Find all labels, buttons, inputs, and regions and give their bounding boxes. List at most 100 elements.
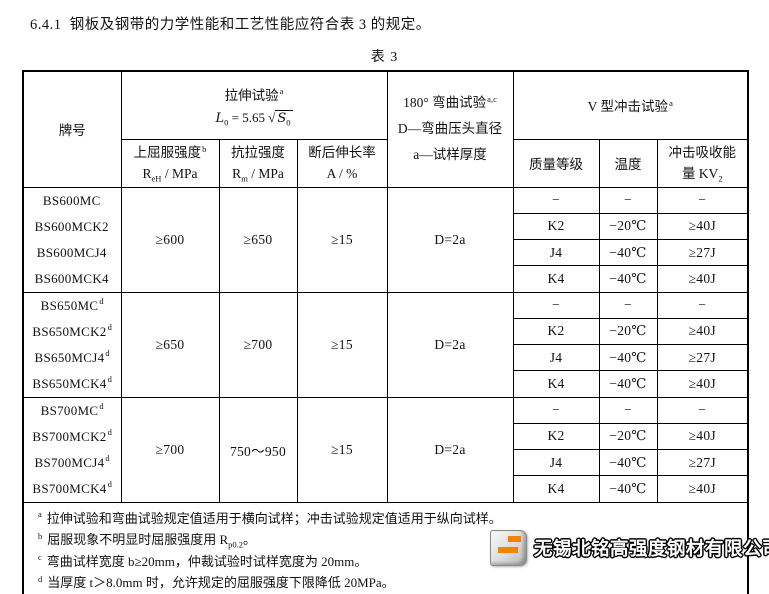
impact-energy-cell: ≥27J — [656, 448, 749, 477]
quality-class-cell: − — [512, 396, 600, 424]
company-name: 无锡北铭高强度钢材有限公司 — [534, 538, 769, 559]
footnotes-cell: a 拉伸试验和弯曲试验规定值适用于横向试样；冲击试验规定值适用于纵向试样。 b 屈服… — [22, 501, 749, 594]
table-row: K4 −40℃ ≥40J — [23, 370, 749, 398]
grade-name: BS600MCK4 — [34, 270, 109, 286]
elongation-cell: ≥15 — [296, 186, 388, 293]
impact-energy-cell: ≥27J — [656, 238, 749, 267]
impact-energy-cell: ≥40J — [656, 265, 749, 293]
impact-test-title: V 型冲击试验 — [587, 99, 669, 115]
tensile-strength-cell: 750～950 — [218, 396, 298, 503]
bend-test-cell: D=2a — [386, 186, 514, 293]
impact-energy-cell: − — [656, 291, 749, 319]
table-row: BS700MCd BS700MCK2d BS700MCJ4d BS700MCK4… — [22, 396, 749, 503]
quality-class-cell: − — [512, 186, 600, 214]
quality-class-cell: J4 — [512, 343, 600, 372]
yield-strength-cell: ≥650 — [120, 291, 220, 398]
grade-name: BS650MCJ4d — [34, 348, 110, 365]
temperature-cell: −40℃ — [598, 238, 658, 267]
col-header-impact-test-group: V 型冲击试验a — [512, 70, 749, 140]
quality-class-cell: J4 — [512, 448, 600, 477]
bend-test-thickness-note: a—试样厚度 — [413, 147, 487, 163]
yield-strength-cell: ≥700 — [120, 396, 220, 503]
table-row: BS650MCd BS650MCK2d BS650MCJ4d BS650MCK4… — [22, 291, 749, 398]
section-heading: 6.4.1 钢板及钢带的力学性能和工艺性能应符合表 3 的规定。 — [30, 17, 431, 33]
col-header-impact-energy: 冲击吸收能 量 KV2 — [656, 138, 749, 188]
footnote-b: b 屈服现象不明显时屈服强度用 Rp0.2。 — [38, 530, 257, 550]
grade-cell: BS700MCd BS700MCK2d BS700MCJ4d BS700MCK4… — [22, 396, 122, 503]
temperature-cell: −20℃ — [598, 212, 658, 241]
table-row: J4 −40℃ ≥27J — [23, 238, 749, 267]
company-logo-icon — [490, 530, 527, 566]
temperature-cell: −20℃ — [598, 317, 658, 346]
temperature-cell: −40℃ — [598, 343, 658, 372]
elongation-cell: ≥15 — [296, 396, 388, 503]
tensile-strength-cell: ≥650 — [218, 186, 298, 293]
yield-strength-cell: ≥600 — [120, 186, 220, 293]
impact-energy-cell: ≥27J — [656, 343, 749, 372]
header-row-2: 上屈服强度b ReH / MPa 抗拉强度 Rm / MPa 断后伸长率 A /… — [23, 138, 749, 188]
grade-name: BS700MCJ4d — [34, 453, 110, 470]
tensile-strength-cell: ≥700 — [218, 291, 298, 398]
col-header-bend-test: 180° 弯曲试验a,c D—弯曲压头直径 a—试样厚度 — [386, 70, 514, 188]
impact-energy-cell: ≥40J — [656, 475, 749, 503]
quality-class-cell: J4 — [512, 238, 600, 267]
impact-energy-cell: ≥40J — [656, 370, 749, 398]
table-caption: 表 3 — [370, 50, 399, 65]
temperature-cell: − — [598, 186, 658, 214]
grade-name: BS600MCK2 — [34, 218, 109, 234]
table-row: K2 −20℃ ≥40J — [23, 422, 749, 451]
col-header-quality-class: 质量等级 — [512, 138, 600, 188]
bend-test-diameter-note: D—弯曲压头直径 — [397, 121, 503, 137]
footnote-d: d 当厚度 t＞8.0mm 时，允许规定的屈服强度下限降低 20MPa。 — [38, 573, 395, 590]
bend-test-title: 180° 弯曲试验a,c — [403, 93, 497, 111]
temperature-cell: −20℃ — [598, 422, 658, 451]
grade-cell: BS650MCd BS650MCK2d BS650MCJ4d BS650MCK4… — [22, 291, 122, 398]
col-header-yield-strength: 上屈服强度b ReH / MPa — [120, 138, 220, 188]
quality-class-cell: − — [512, 291, 600, 319]
col-header-elongation: 断后伸长率 A / % — [296, 138, 388, 188]
footnote-c: c 弯曲试样宽度 b≥20mm，仲裁试验时试样宽度为 20mm。 — [38, 552, 368, 569]
grade-name: BS600MC — [42, 192, 101, 208]
table-row: BS600MC BS600MCK2 BS600MCJ4 BS600MCK4 ≥6… — [22, 186, 749, 293]
footnote-a: a 拉伸试验和弯曲试验规定值适用于横向试样；冲击试验规定值适用于纵向试样。 — [38, 509, 502, 526]
col-header-temperature: 温度 — [598, 138, 658, 188]
elongation-cell: ≥15 — [296, 291, 388, 398]
quality-class-cell: K4 — [512, 370, 600, 398]
grade-col-label: 牌号 — [58, 123, 86, 139]
bend-test-cell: D=2a — [386, 291, 514, 398]
quality-class-cell: K2 — [512, 317, 600, 346]
col-header-grade: 牌号 — [22, 70, 122, 188]
grade-name: BS650MCK2d — [32, 322, 113, 339]
table-row: K4 −40℃ ≥40J — [23, 475, 749, 503]
grade-cell: BS600MC BS600MCK2 BS600MCJ4 BS600MCK4 — [22, 186, 122, 293]
grade-name: BS700MCK4d — [32, 479, 113, 496]
impact-energy-cell: ≥40J — [656, 317, 749, 346]
gauge-length-formula: L0 = 5.65 √ S0 — [215, 109, 293, 128]
table-row: J4 −40℃ ≥27J — [23, 448, 749, 477]
impact-energy-cell: − — [656, 396, 749, 424]
tensile-test-title: 拉伸试验a — [224, 86, 284, 103]
grade-name: BS650MCK4d — [32, 374, 113, 391]
impact-energy-cell: ≥40J — [656, 422, 749, 451]
col-header-tensile-test-group: 拉伸试验a L0 = 5.65 √ S0 — [120, 70, 388, 140]
footnotes-row: a 拉伸试验和弯曲试验规定值适用于横向试样；冲击试验规定值适用于纵向试样。 b 屈服… — [22, 501, 749, 594]
temperature-cell: − — [598, 291, 658, 319]
company-watermark: 无锡北铭高强度钢材有限公司 — [490, 530, 769, 566]
header-row-1: 牌号 拉伸试验a L0 = 5.65 √ S0 180° 弯曲试验a,c D—弯曲… — [22, 70, 749, 188]
quality-class-cell: K2 — [512, 422, 600, 451]
grade-name: BS700MCK2d — [32, 427, 113, 444]
col-header-tensile-strength: 抗拉强度 Rm / MPa — [218, 138, 298, 188]
quality-class-cell: K4 — [512, 475, 600, 503]
grade-name: BS700MCd — [40, 401, 104, 418]
temperature-cell: −40℃ — [598, 265, 658, 293]
impact-energy-cell: ≥40J — [656, 212, 749, 241]
impact-energy-cell: − — [656, 186, 749, 214]
quality-class-cell: K2 — [512, 212, 600, 241]
mechanical-properties-table: 牌号 拉伸试验a L0 = 5.65 √ S0 180° 弯曲试验a,c D—弯曲… — [22, 70, 750, 594]
table-row: K2 −20℃ ≥40J — [23, 212, 749, 241]
temperature-cell: − — [598, 396, 658, 424]
quality-class-cell: K4 — [512, 265, 600, 293]
temperature-cell: −40℃ — [598, 448, 658, 477]
table-row: J4 −40℃ ≥27J — [23, 343, 749, 372]
